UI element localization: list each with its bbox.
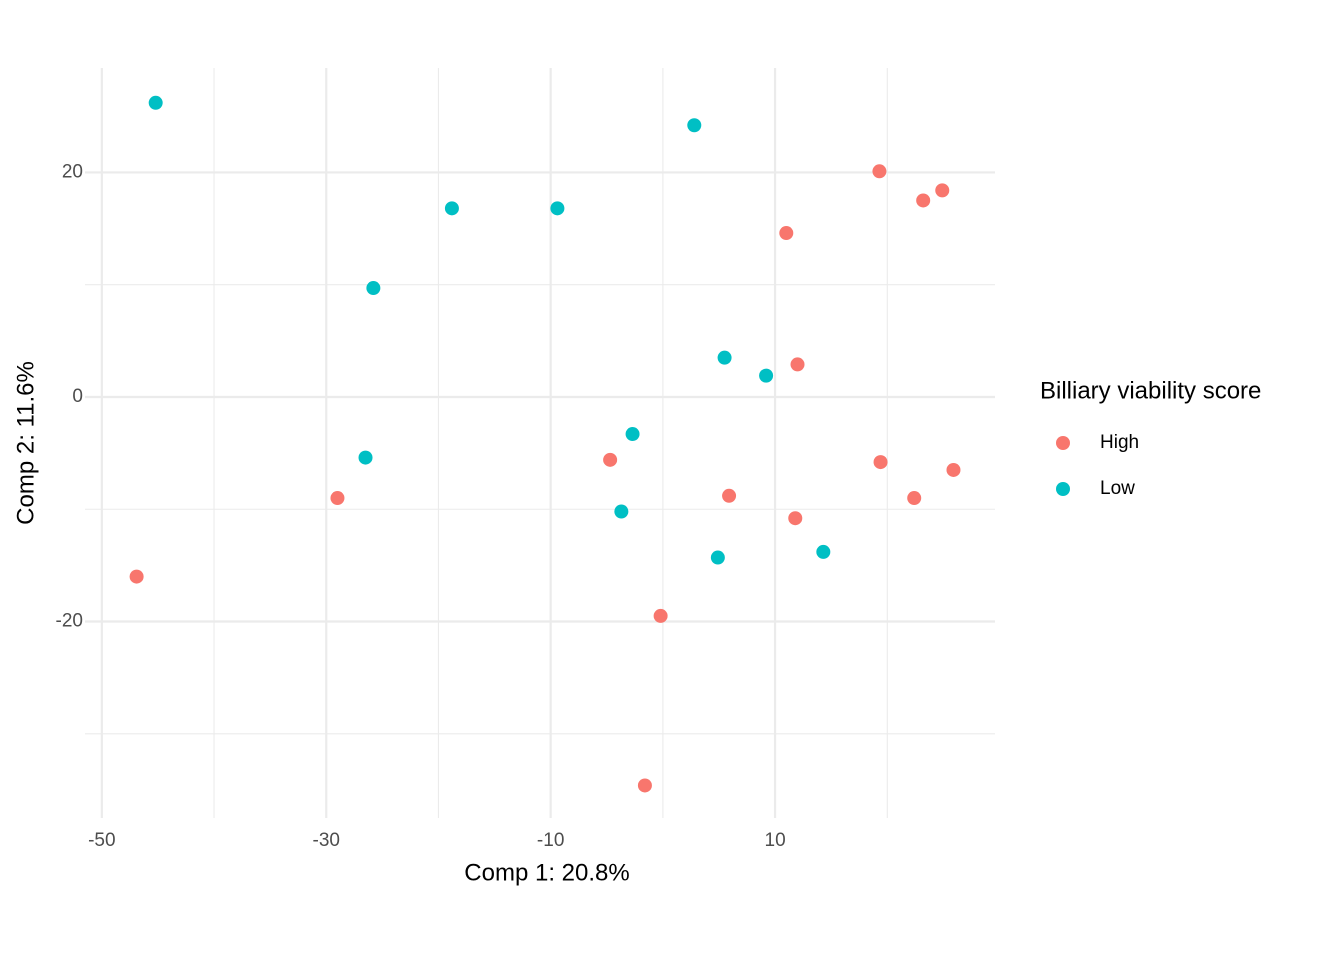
point — [717, 350, 732, 365]
x-tick-label: -10 — [537, 830, 564, 851]
point — [330, 491, 345, 506]
point — [873, 455, 888, 470]
point — [816, 544, 831, 559]
point — [946, 462, 961, 477]
x-tick-label: 10 — [765, 830, 786, 851]
point — [779, 226, 794, 241]
legend-label: Low — [1100, 478, 1135, 499]
legend-key — [1056, 436, 1070, 450]
y-axis-title: Comp 2: 11.6% — [12, 361, 39, 525]
point — [129, 569, 144, 584]
legend-key — [1056, 482, 1070, 496]
point — [614, 504, 629, 519]
legend-title: Billiary viability score — [1040, 377, 1261, 404]
y-tick-label: 20 — [62, 161, 83, 182]
point — [637, 778, 652, 793]
y-tick-label: 0 — [72, 386, 83, 407]
point — [916, 193, 931, 208]
point — [790, 357, 805, 372]
point — [872, 164, 887, 179]
x-tick-label: -50 — [88, 830, 115, 851]
point — [722, 488, 737, 503]
point — [935, 183, 950, 198]
point — [710, 550, 725, 565]
point — [653, 608, 668, 623]
point — [550, 201, 565, 216]
y-tick-label: -20 — [56, 611, 83, 632]
point — [759, 368, 774, 383]
point — [358, 450, 373, 465]
legend-label: High — [1100, 432, 1139, 453]
point — [907, 491, 922, 506]
point — [625, 427, 640, 442]
point — [148, 95, 163, 110]
x-axis-title: Comp 1: 20.8% — [464, 859, 629, 886]
point — [366, 281, 381, 296]
point — [687, 118, 702, 133]
point — [444, 201, 459, 216]
x-tick-label: -30 — [313, 830, 340, 851]
point — [788, 511, 803, 526]
point — [603, 452, 618, 467]
